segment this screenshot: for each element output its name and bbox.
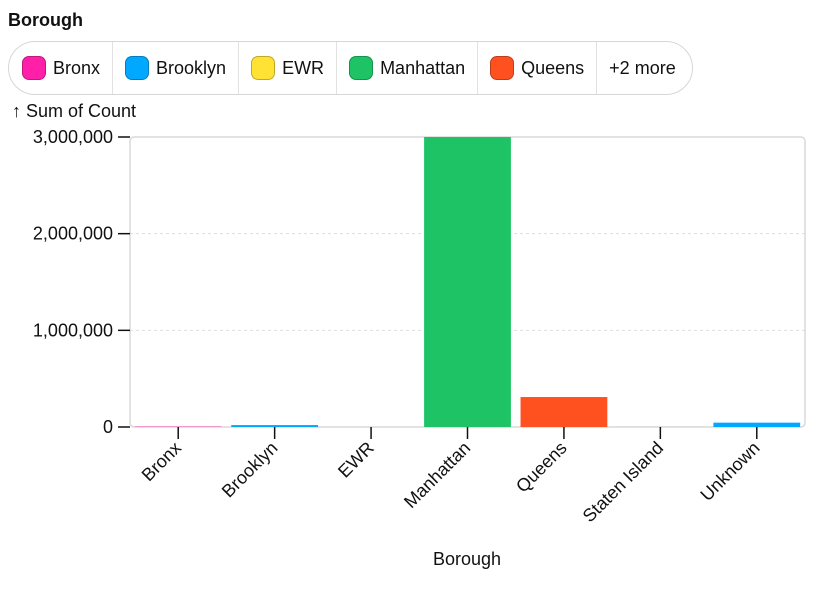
legend: Bronx Brooklyn EWR Manhattan Queens +2 m… xyxy=(8,41,693,95)
legend-label-ewr: EWR xyxy=(282,57,325,78)
y-tick-label: 3,000,000 xyxy=(33,127,113,147)
y-axis-title: ↑ Sum of Count xyxy=(12,101,136,121)
y-tick-label: 0 xyxy=(103,417,113,437)
legend-label-manhattan: Manhattan xyxy=(380,57,466,78)
legend-item-ewr[interactable]: EWR xyxy=(239,42,338,94)
legend-swatch-queens xyxy=(490,56,515,80)
legend-swatch-ewr xyxy=(251,56,276,80)
legend-more-button[interactable]: +2 more xyxy=(609,57,676,78)
bar-manhattan xyxy=(424,137,511,427)
legend-item-bronx[interactable]: Bronx xyxy=(13,42,114,94)
legend-label-queens: Queens xyxy=(521,57,585,78)
y-tick-label: 1,000,000 xyxy=(33,320,113,340)
bar-unknown xyxy=(713,422,801,427)
x-tick-label: Unknown xyxy=(696,438,763,505)
y-tick-label: 2,000,000 xyxy=(33,224,113,244)
bar-queens xyxy=(520,397,608,427)
x-tick-label: Brooklyn xyxy=(218,438,282,502)
plot-frame xyxy=(129,136,806,428)
x-tick-label: EWR xyxy=(334,438,378,482)
legend-swatch-bronx xyxy=(22,56,46,80)
bar-brooklyn xyxy=(231,425,319,427)
legend-item-brooklyn[interactable]: Brooklyn xyxy=(113,42,240,94)
legend-label-brooklyn: Brooklyn xyxy=(156,57,227,78)
plot-area: 0 1,000,000 2,000,000 3,000,000 Bronx Brookly… xyxy=(33,127,806,526)
x-tick-label: Bronx xyxy=(138,438,185,485)
legend-swatch-brooklyn xyxy=(125,56,150,80)
legend-item-manhattan[interactable]: Manhattan xyxy=(337,42,479,94)
x-axis-title: Borough xyxy=(433,549,501,569)
x-tick-label: Staten Island xyxy=(579,438,667,526)
legend-swatch-manhattan xyxy=(349,56,374,80)
x-tick-label: Manhattan xyxy=(400,438,474,512)
legend-item-queens[interactable]: Queens xyxy=(478,42,598,94)
legend-label-bronx: Bronx xyxy=(53,57,101,78)
x-tick-label: Queens xyxy=(512,438,571,497)
legend-title: Borough xyxy=(8,10,83,30)
